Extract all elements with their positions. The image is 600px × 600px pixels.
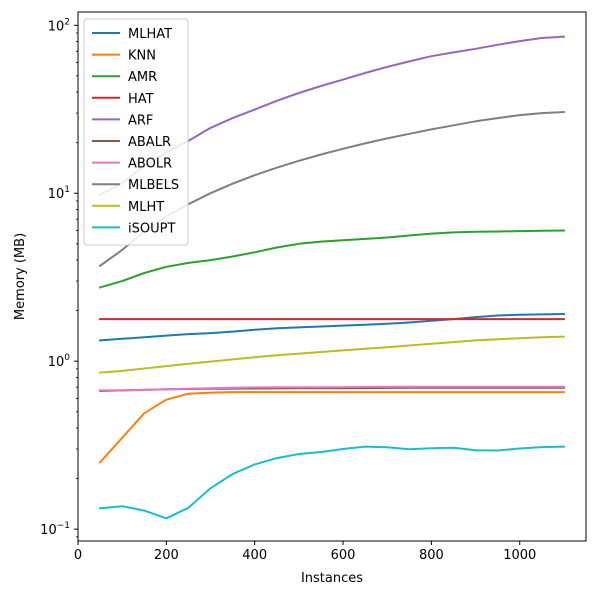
y-tick-label: 100: [48, 353, 71, 370]
series-line-amr: [98, 229, 565, 289]
series-line-mlhat: [99, 312, 565, 342]
x-tick-label: 0: [74, 548, 82, 563]
plot-frame: [77, 11, 587, 542]
y-tick-base: 10: [48, 355, 65, 370]
series-line-abolr: [99, 385, 565, 392]
legend-label: HAT: [128, 92, 154, 107]
x-tick-label: 400: [242, 548, 267, 563]
legend-label: MLHT: [128, 200, 164, 215]
y-tick-exponent: −1: [57, 521, 70, 531]
series-line-isoupt: [99, 445, 565, 520]
x-axis-label: Instances: [301, 571, 363, 586]
y-tick-exponent: 1: [64, 185, 70, 195]
legend-label: iSOUPT: [128, 221, 175, 236]
legend-label: ABALR: [128, 135, 171, 150]
legend-label: AMR: [128, 70, 157, 85]
y-tick-exponent: 0: [64, 353, 70, 363]
x-tick-label: 800: [419, 548, 444, 563]
x-axis-ticks: 0 200 400 600 800 1000: [74, 541, 536, 563]
legend-label: MLHAT: [128, 27, 172, 42]
legend-label: ARF: [128, 113, 153, 128]
series-line-mlht: [99, 335, 565, 374]
y-tick-label: 102: [48, 17, 70, 34]
y-tick-exponent: 2: [64, 17, 70, 27]
x-tick-label: 600: [331, 548, 356, 563]
y-tick-label: 10−1: [40, 521, 70, 538]
y-tick-base: 10: [40, 523, 57, 538]
x-tick-label: 1000: [503, 548, 536, 563]
y-tick-label: 101: [48, 185, 70, 202]
legend-label: MLBELS: [128, 178, 179, 193]
legend-label: ABOLR: [128, 157, 172, 172]
series-line-knn: [98, 391, 565, 464]
x-tick-label: 200: [154, 548, 179, 563]
legend: MLHAT KNN AMR HAT ARF ABALR ABOLR MLBELS MLHT iSO…: [83, 18, 189, 246]
y-tick-base: 10: [48, 187, 65, 202]
legend-label: KNN: [128, 49, 156, 64]
y-tick-base: 10: [48, 19, 65, 34]
y-axis-label: Memory (MB): [13, 233, 28, 320]
